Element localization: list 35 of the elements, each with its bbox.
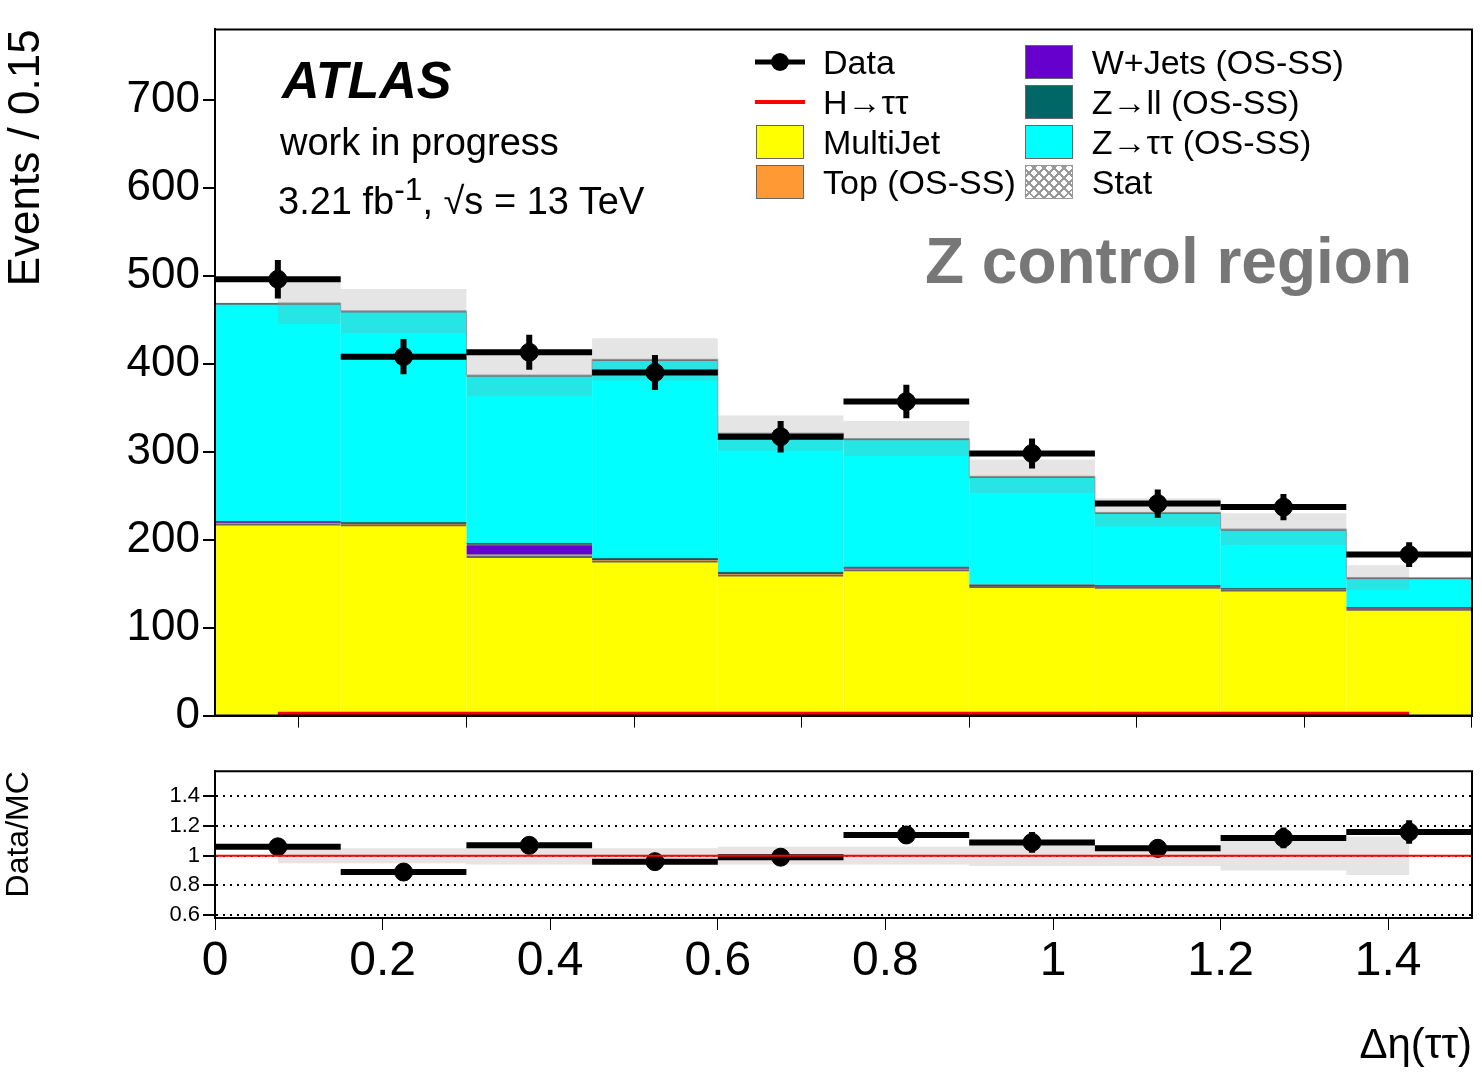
y-tick-label: 600 — [126, 159, 200, 209]
legend-label: Stat — [1091, 162, 1153, 202]
y-tick-label: 300 — [126, 423, 200, 473]
x-tick-label: 0.6 — [684, 932, 752, 986]
x-tick-label: 1 — [1039, 932, 1067, 986]
annotation: work in progress — [280, 121, 559, 164]
y-tick-label: 1.4 — [169, 782, 200, 808]
y-tick-label: 700 — [126, 71, 200, 121]
legend-label: Top (OS-SS) — [823, 162, 1016, 202]
x-tick-label: 0.4 — [516, 932, 584, 986]
y-axis-title: Data/MC — [0, 771, 36, 898]
legend-label: Data — [823, 42, 895, 82]
x-tick-label: 1.2 — [1187, 932, 1254, 986]
legend-label: Z→ll (OS-SS) — [1091, 82, 1300, 122]
y-tick-label: 500 — [126, 247, 200, 297]
y-tick-label: 100 — [126, 599, 200, 649]
x-tick-label: 0.2 — [349, 932, 416, 986]
y-tick-label: 0.6 — [169, 901, 200, 927]
y-tick-label: 0 — [175, 687, 200, 737]
legend-label: Z→ττ (OS-SS) — [1091, 122, 1312, 162]
legend-label: W+Jets (OS-SS) — [1091, 42, 1344, 82]
y-tick-label: 200 — [126, 511, 200, 561]
legend-label: H→ττ — [823, 82, 909, 122]
y-axis-title: Events / 0.15 — [0, 29, 48, 287]
x-tick-label: 0.8 — [852, 932, 919, 986]
y-tick-label: 1.2 — [169, 812, 200, 838]
legend-label: MultiJet — [823, 122, 941, 162]
annotation: 3.21 fb$^{-1}$, √s = 13 TeV — [278, 171, 645, 223]
x-tick-label: 1.4 — [1354, 932, 1422, 986]
y-tick-label: 1 — [187, 841, 200, 867]
annotation: ATLAS — [282, 51, 452, 110]
y-tick-label: 400 — [126, 335, 200, 385]
x-axis-title: Δη(ττ) — [1359, 1020, 1472, 1068]
annotation: Z control region — [924, 225, 1412, 297]
y-tick-label: 0.8 — [169, 871, 200, 897]
